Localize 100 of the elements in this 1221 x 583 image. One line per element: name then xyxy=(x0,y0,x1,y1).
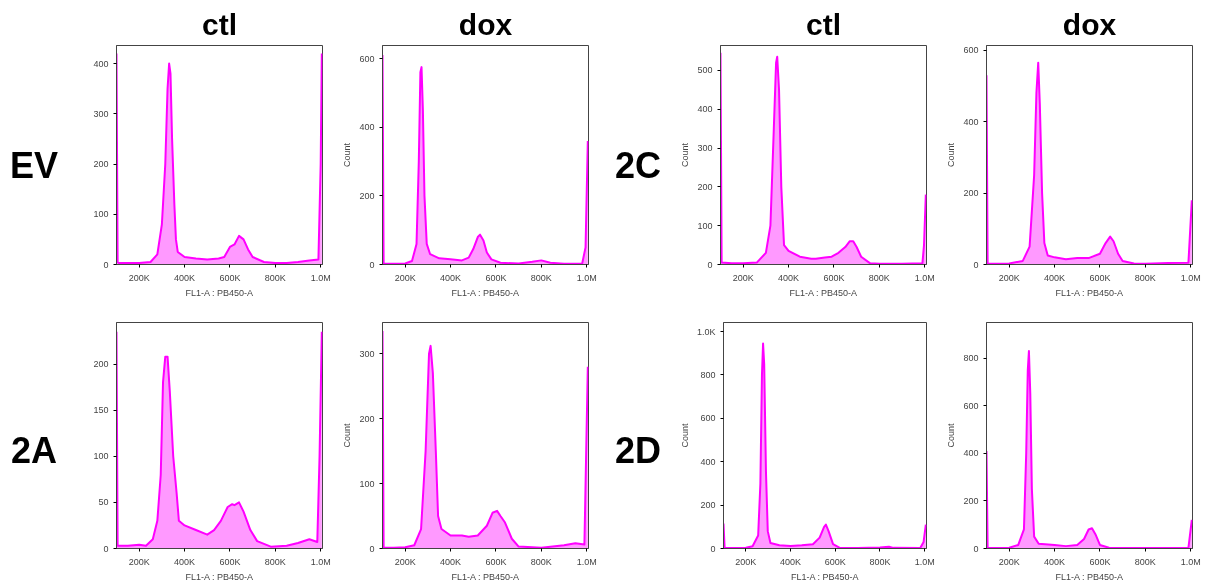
x-tick-label: 1.0M xyxy=(576,556,597,567)
x-tick-label: 600K xyxy=(485,556,507,567)
x-tick-label: 600K xyxy=(1089,556,1111,567)
x-tick-label: 600K xyxy=(219,272,241,283)
chart-title: ctl xyxy=(806,7,842,41)
x-tick-label: 600K xyxy=(485,272,507,283)
y-axis-title: Count xyxy=(946,142,957,168)
y-tick-label: 100 xyxy=(697,220,713,231)
y-tick-label: 50 xyxy=(98,497,109,508)
x-tick-label: 800K xyxy=(869,556,891,567)
x-tick-label: 1.0M xyxy=(914,272,935,283)
y-tick-label: 200 xyxy=(697,181,713,192)
y-tick-label: 200 xyxy=(93,159,109,170)
y-tick-label: 400 xyxy=(359,122,375,133)
y-axis-title: Count xyxy=(680,142,691,168)
x-tick-label: 200K xyxy=(998,272,1020,283)
x-tick-label: 1.0M xyxy=(1180,272,1201,283)
x-tick-label: 800K xyxy=(868,272,890,283)
y-tick-label: 0 xyxy=(973,259,979,270)
x-axis-title: FL1-A : PB450-A xyxy=(451,571,520,582)
x-tick-label: 800K xyxy=(264,556,286,567)
x-tick-label: 800K xyxy=(1134,272,1156,283)
y-tick-label: 400 xyxy=(963,448,979,459)
x-tick-label: 1.0M xyxy=(576,272,597,283)
x-axis-title: FL1-A : PB450-A xyxy=(790,571,859,582)
y-tick-label: 100 xyxy=(93,451,109,462)
y-axis-title: Count xyxy=(342,142,353,168)
text: 2A xyxy=(10,429,58,473)
x-tick-label: 800K xyxy=(530,272,552,283)
chart-title: dox xyxy=(458,7,513,41)
y-tick-label: 0 xyxy=(369,259,375,270)
chart-title: dox xyxy=(1062,7,1117,41)
x-tick-label: 200K xyxy=(394,272,416,283)
x-tick-label: 600K xyxy=(219,556,241,567)
y-tick-label: 0 xyxy=(710,543,716,554)
y-tick-label: 300 xyxy=(697,143,713,154)
y-tick-label: 600 xyxy=(963,45,979,56)
text: 2C xyxy=(614,144,662,188)
x-tick-label: 1.0M xyxy=(914,556,935,567)
x-tick-label: 400K xyxy=(174,272,196,283)
y-tick-label: 800 xyxy=(963,353,979,364)
y-axis-title: Count xyxy=(946,422,957,448)
x-axis-title: FL1-A : PB450-A xyxy=(185,571,254,582)
x-tick-label: 400K xyxy=(780,556,802,567)
y-tick-label: 200 xyxy=(963,495,979,506)
y-tick-label: 200 xyxy=(963,188,979,199)
y-tick-label: 400 xyxy=(700,456,716,467)
x-tick-label: 200K xyxy=(128,556,150,567)
y-tick-label: 600 xyxy=(963,400,979,411)
y-tick-label: 0 xyxy=(103,259,109,270)
y-tick-label: 100 xyxy=(93,209,109,220)
x-tick-label: 400K xyxy=(440,272,462,283)
x-tick-label: 200K xyxy=(394,556,416,567)
y-tick-label: 200 xyxy=(93,359,109,370)
x-axis-title: FL1-A : PB450-A xyxy=(1055,571,1124,582)
y-tick-label: 150 xyxy=(93,405,109,416)
x-axis-title: FL1-A : PB450-A xyxy=(185,287,254,298)
x-tick-label: 200K xyxy=(732,272,754,283)
text: EV xyxy=(9,144,59,188)
x-tick-label: 400K xyxy=(1044,556,1066,567)
y-tick-label: 600 xyxy=(700,413,716,424)
x-tick-label: 1.0M xyxy=(1180,556,1201,567)
x-tick-label: 800K xyxy=(264,272,286,283)
x-tick-label: 200K xyxy=(128,272,150,283)
x-tick-label: 200K xyxy=(735,556,757,567)
y-tick-label: 400 xyxy=(963,116,979,127)
y-tick-label: 1.0K xyxy=(696,326,716,337)
chart-title: ctl xyxy=(202,7,238,41)
x-tick-label: 400K xyxy=(440,556,462,567)
y-tick-label: 600 xyxy=(359,53,375,64)
x-tick-label: 400K xyxy=(778,272,800,283)
x-axis-title: FL1-A : PB450-A xyxy=(789,287,858,298)
y-tick-label: 300 xyxy=(93,108,109,119)
y-tick-label: 200 xyxy=(700,500,716,511)
x-axis-title: FL1-A : PB450-A xyxy=(451,287,520,298)
y-tick-label: 0 xyxy=(369,543,375,554)
y-tick-label: 100 xyxy=(359,478,375,489)
y-tick-label: 0 xyxy=(707,259,713,270)
x-tick-label: 1.0M xyxy=(310,556,331,567)
x-tick-label: 800K xyxy=(1134,556,1156,567)
x-tick-label: 600K xyxy=(823,272,845,283)
y-tick-label: 0 xyxy=(103,543,109,554)
x-tick-label: 600K xyxy=(1089,272,1111,283)
x-tick-label: 400K xyxy=(1044,272,1066,283)
x-tick-label: 1.0M xyxy=(310,272,331,283)
y-tick-label: 400 xyxy=(697,104,713,115)
y-tick-label: 0 xyxy=(973,543,979,554)
y-tick-label: 200 xyxy=(359,413,375,424)
y-tick-label: 200 xyxy=(359,190,375,201)
x-tick-label: 400K xyxy=(174,556,196,567)
x-tick-label: 200K xyxy=(998,556,1020,567)
x-tick-label: 600K xyxy=(824,556,846,567)
x-axis-title: FL1-A : PB450-A xyxy=(1055,287,1124,298)
y-axis-title: Count xyxy=(342,422,353,448)
text: 2D xyxy=(614,429,662,473)
y-tick-label: 800 xyxy=(700,369,716,380)
y-tick-label: 500 xyxy=(697,65,713,76)
x-tick-label: 800K xyxy=(530,556,552,567)
y-tick-label: 400 xyxy=(93,58,109,69)
y-axis-title: Count xyxy=(679,422,690,448)
